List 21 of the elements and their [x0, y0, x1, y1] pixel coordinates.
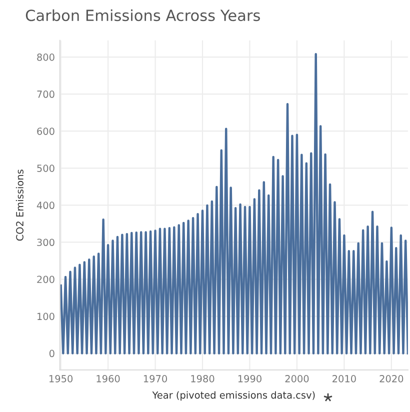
- x-tick-label: 1990: [238, 375, 262, 382]
- line-series: [60, 52, 408, 354]
- y-tick-label: 800: [37, 54, 54, 61]
- y-tick-label: 200: [37, 276, 54, 284]
- y-axis-title: CO2 Emissions: [16, 170, 24, 241]
- x-axis-title: Year (pivoted emissions data.csv): [152, 391, 315, 401]
- y-tick-label: 300: [37, 238, 54, 246]
- x-tick-label: 1980: [191, 375, 214, 382]
- y-tick-label: 500: [37, 164, 54, 172]
- x-tick-label: 1970: [144, 375, 167, 382]
- x-tick-label: 2020: [380, 375, 404, 382]
- chart-title: Carbon Emissions Across Years: [26, 9, 260, 22]
- x-tick-label: 2010: [332, 375, 356, 382]
- x-tick-label: 1960: [96, 375, 120, 382]
- y-tick-label: 600: [37, 128, 54, 135]
- y-tick-label: 700: [37, 90, 54, 98]
- y-tick-label: 0: [49, 350, 54, 358]
- x-tick-label: 1950: [50, 375, 73, 382]
- y-tick-label: 400: [36, 202, 54, 210]
- x-tick-label: 2000: [285, 375, 309, 382]
- y-tick-label: 100: [38, 312, 54, 320]
